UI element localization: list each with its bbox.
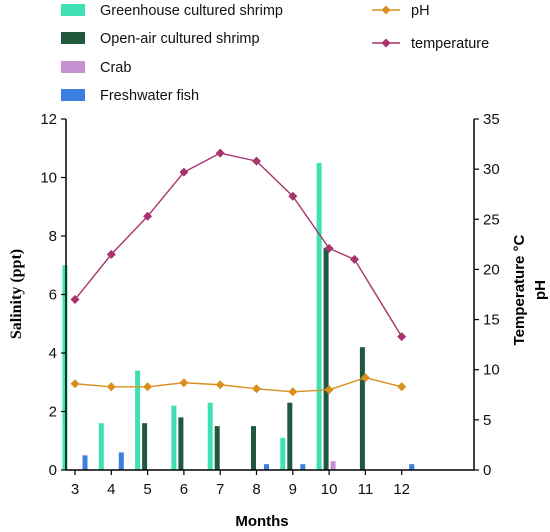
point-ph-9 xyxy=(288,387,298,397)
legend-label-ph: pH xyxy=(411,3,430,19)
bar-open-air-cultured-shrimp-5 xyxy=(142,423,148,470)
point-temperature-3 xyxy=(70,295,80,305)
bar-freshwater-fish-9 xyxy=(300,464,306,470)
point-temperature-9 xyxy=(288,191,298,201)
point-ph-4 xyxy=(106,382,116,392)
point-ph-8 xyxy=(252,384,261,394)
point-temperature-10 xyxy=(324,243,334,253)
line-ph xyxy=(74,377,402,393)
point-ph-3 xyxy=(70,379,80,389)
legend-swatch-open-air-cultured-shrimp xyxy=(61,32,85,44)
bar-open-air-cultured-shrimp-10 xyxy=(323,247,329,470)
bar-freshwater-fish-12 xyxy=(409,464,415,470)
x-tick-label-3: 3 xyxy=(71,481,79,498)
axes xyxy=(65,119,475,471)
point-temperature-7 xyxy=(215,148,225,158)
bar-open-air-cultured-shrimp-8 xyxy=(251,426,256,470)
x-tick-label-5: 5 xyxy=(143,481,151,498)
legend-label-greenhouse-cultured-shrimp: Greenhouse cultured shrimp xyxy=(100,3,283,19)
left-tick-label-4: 4 xyxy=(49,345,57,362)
right-tick-label-25: 25 xyxy=(483,211,500,228)
right-tick-label-35: 35 xyxy=(483,111,500,128)
bar-freshwater-fish-4 xyxy=(118,452,124,470)
left-tick-label-12: 12 xyxy=(40,111,57,128)
bar-freshwater-fish-8 xyxy=(264,464,269,470)
point-ph-7 xyxy=(215,380,225,390)
bar-greenhouse-cultured-shrimp-10 xyxy=(316,162,322,470)
x-tick-label-6: 6 xyxy=(180,481,188,498)
left-tick-label-8: 8 xyxy=(49,228,57,245)
x-tick-label-10: 10 xyxy=(321,481,338,498)
bars xyxy=(62,162,415,470)
legend-marker-temperature xyxy=(381,38,391,48)
legend-swatch-crab xyxy=(61,61,85,73)
legend-label-temperature: temperature xyxy=(411,36,489,52)
bar-open-air-cultured-shrimp-6 xyxy=(178,417,184,470)
legend-swatch-greenhouse-cultured-shrimp xyxy=(61,4,85,16)
x-tick-label-9: 9 xyxy=(289,481,297,498)
bar-open-air-cultured-shrimp-7 xyxy=(214,426,220,470)
right-axis-title-temperature: Temperature °C xyxy=(511,234,528,345)
left-tick-label-10: 10 xyxy=(40,170,57,187)
left-tick-label-0: 0 xyxy=(49,462,57,479)
bar-open-air-cultured-shrimp-9 xyxy=(287,402,293,470)
bar-greenhouse-cultured-shrimp-6 xyxy=(171,405,177,470)
x-tick-label-7: 7 xyxy=(216,481,224,498)
left-tick-label-2: 2 xyxy=(49,404,57,421)
point-ph-6 xyxy=(179,378,189,388)
point-temperature-8 xyxy=(252,156,261,166)
bar-greenhouse-cultured-shrimp-3 xyxy=(62,265,68,470)
bar-greenhouse-cultured-shrimp-5 xyxy=(135,370,141,470)
point-temperature-5 xyxy=(143,211,153,221)
legend-label-crab: Crab xyxy=(100,60,131,76)
legend-label-open-air-cultured-shrimp: Open-air cultured shrimp xyxy=(100,31,260,47)
right-tick-label-10: 10 xyxy=(483,362,500,379)
bar-open-air-cultured-shrimp-11 xyxy=(359,347,365,470)
bar-greenhouse-cultured-shrimp-4 xyxy=(98,423,104,470)
bar-greenhouse-cultured-shrimp-9 xyxy=(280,437,286,470)
left-tick-label-6: 6 xyxy=(49,287,57,304)
legend-label-freshwater-fish: Freshwater fish xyxy=(100,88,199,104)
point-ph-12 xyxy=(397,382,407,392)
point-temperature-4 xyxy=(106,249,116,259)
bar-freshwater-fish-3 xyxy=(82,455,88,470)
line-temperature xyxy=(74,152,403,337)
right-tick-label-30: 30 xyxy=(483,161,500,178)
x-tick-label-4: 4 xyxy=(107,481,115,498)
x-tick-label-12: 12 xyxy=(393,481,410,498)
point-ph-5 xyxy=(143,382,153,392)
x-tick-label-11: 11 xyxy=(358,481,374,498)
legend-marker-ph xyxy=(381,5,391,15)
legend-swatch-freshwater-fish xyxy=(61,89,85,101)
point-temperature-6 xyxy=(179,167,189,177)
right-tick-label-20: 20 xyxy=(483,261,500,278)
right-tick-label-5: 5 xyxy=(483,412,491,429)
right-tick-label-15: 15 xyxy=(483,312,500,329)
bar-greenhouse-cultured-shrimp-7 xyxy=(207,402,213,470)
point-temperature-10.7 xyxy=(350,254,360,264)
point-ph-10 xyxy=(324,385,334,395)
right-axis-title-ph: pH xyxy=(532,280,549,300)
legend: Greenhouse cultured shrimp Open-air cultu… xyxy=(61,3,489,104)
x-tick-label-8: 8 xyxy=(252,481,260,498)
ticks: 0 2 4 6 8 10 12 0 5 10 15 20 25 30 35 3 4 5 6 7 8 9 10 11 12 xyxy=(40,111,499,498)
left-axis-title: Salinity (ppt) xyxy=(8,249,25,339)
right-tick-label-0: 0 xyxy=(483,462,491,479)
lines xyxy=(70,148,407,397)
bar-crab-10 xyxy=(330,461,336,470)
point-ph-11 xyxy=(360,373,370,383)
point-temperature-12 xyxy=(397,332,407,342)
x-axis-title: Months xyxy=(235,513,288,530)
